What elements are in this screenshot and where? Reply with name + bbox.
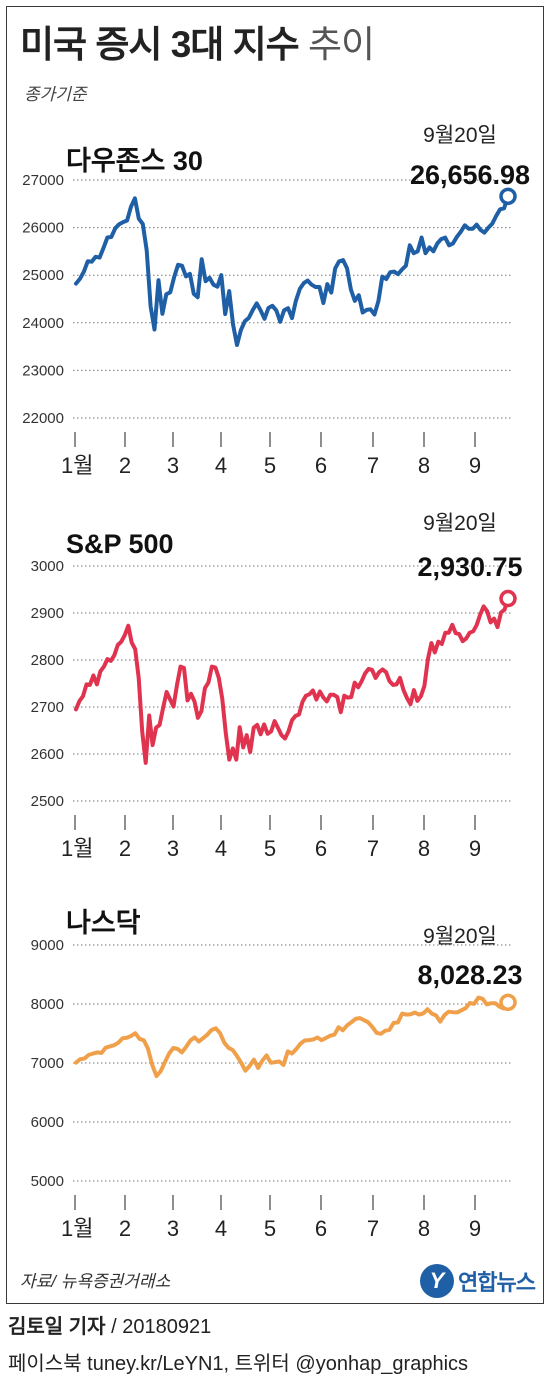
chart-1-endpoint-marker [499, 187, 517, 206]
chart-3-xtick-label: 6 [315, 1216, 327, 1241]
chart-3-annotation-value: 8,028.23 [417, 960, 522, 990]
title-main: 미국 증시 3대 지수 [20, 24, 300, 65]
chart-2-ytick-label: 2500 [31, 793, 64, 810]
chart-3-xtick-label: 4 [215, 1216, 227, 1241]
chart-2-ytick-label: 2700 [31, 699, 64, 716]
chart-1-annotation-date: 9월20일 [423, 124, 497, 147]
chart-3-endpoint-marker [499, 993, 517, 1012]
chart-3-ytick-label: 5000 [31, 1173, 64, 1190]
social-links: 페이스북 tuney.kr/LeYN1, 트위터 @yonhap_graphic… [8, 1353, 469, 1375]
chart-2-ytick-label: 2800 [31, 652, 64, 669]
chart-1-ytick-label: 26000 [22, 220, 64, 237]
chart-3-title: 나스닥 [66, 908, 141, 938]
yonhap-logo-text: 연합뉴스 [458, 1270, 536, 1295]
chart-1-ytick-label: 22000 [22, 410, 64, 427]
infographic-frame [6, 6, 544, 1304]
chart-3-xtick-label: 5 [264, 1216, 276, 1241]
chart-2-annotation-date: 9월20일 [423, 512, 497, 535]
chart-3-ytick-label: 9000 [31, 937, 64, 954]
source-note: 자료/ 뉴욕증권거래소 [20, 1272, 171, 1291]
chart-3-xtick-label: 3 [167, 1216, 179, 1241]
chart-2-xtick-label: 5 [264, 836, 276, 861]
chart-2-series-line [74, 596, 510, 765]
chart-1-annotation-value: 26,656.98 [410, 160, 530, 190]
chart-3-ytick-label: 8000 [31, 996, 64, 1013]
author-credit: 김토일 기자 / 20180921 [8, 1310, 211, 1339]
chart-1-series-line [74, 194, 510, 347]
chart-3-ytick-label: 7000 [31, 1055, 64, 1072]
chart-2-ytick-label: 2600 [31, 746, 64, 763]
chart-3-xtick-label: 2 [119, 1216, 131, 1241]
chart-3-xtick-label: 1월 [61, 1216, 93, 1241]
chart-2-xtick-label: 4 [215, 836, 227, 861]
chart-2-xtick-label: 7 [367, 836, 379, 861]
chart-2-title: S&P 500 [66, 529, 174, 559]
chart-1-xtick-label: 6 [315, 453, 327, 478]
chart-2-xtick-label: 8 [418, 836, 430, 861]
chart-2-xtick-label: 6 [315, 836, 327, 861]
chart-2-xtick-label: 3 [167, 836, 179, 861]
chart-3-xtick-label: 9 [469, 1216, 481, 1241]
chart-2-annotation-value: 2,930.75 [417, 552, 522, 582]
chart-2-endpoint-marker [499, 589, 517, 608]
title-suffix: 추이 [307, 24, 375, 65]
chart-1-xtick-label: 7 [367, 453, 379, 478]
page-title: 미국 증시 3대 지수 추이 [20, 14, 375, 68]
chart-3-xtick-label: 8 [418, 1216, 430, 1241]
chart-1-xtick-label: 1월 [61, 453, 93, 478]
chart-3-xtick-label: 7 [367, 1216, 379, 1241]
chart-1-ytick-label: 24000 [22, 315, 64, 332]
chart-1-ytick-label: 27000 [22, 172, 64, 189]
chart-1-ytick-label: 23000 [22, 362, 64, 379]
chart-1-xtick-label: 2 [119, 453, 131, 478]
chart-2-ytick-label: 2900 [31, 605, 64, 622]
chart-1-xtick-label: 9 [469, 453, 481, 478]
chart-2-xtick-label: 2 [119, 836, 131, 861]
chart-3-ytick-label: 6000 [31, 1114, 64, 1131]
chart-3-annotation-date: 9월20일 [423, 925, 497, 948]
chart-1-xtick-label: 4 [215, 453, 227, 478]
chart-1-xtick-label: 3 [167, 453, 179, 478]
chart-2-xtick-label: 1월 [61, 836, 93, 861]
yonhap-logo-icon: Y [420, 1264, 454, 1298]
chart-1-ytick-label: 25000 [22, 267, 64, 284]
author-name: 김토일 기자 [8, 1316, 106, 1338]
chart-1-xtick-label: 8 [418, 453, 430, 478]
chart-3-series-line [74, 995, 510, 1079]
chart-2-xtick-label: 9 [469, 836, 481, 861]
chart-1-title: 다우존스 30 [66, 146, 203, 176]
publish-date: / 20180921 [105, 1316, 212, 1338]
yonhap-logo: Y 연합뉴스 [420, 1262, 536, 1300]
chart-2-ytick-label: 3000 [31, 558, 64, 575]
chart-1-xtick-label: 5 [264, 453, 276, 478]
page-subtitle: 종가기준 [24, 85, 87, 104]
